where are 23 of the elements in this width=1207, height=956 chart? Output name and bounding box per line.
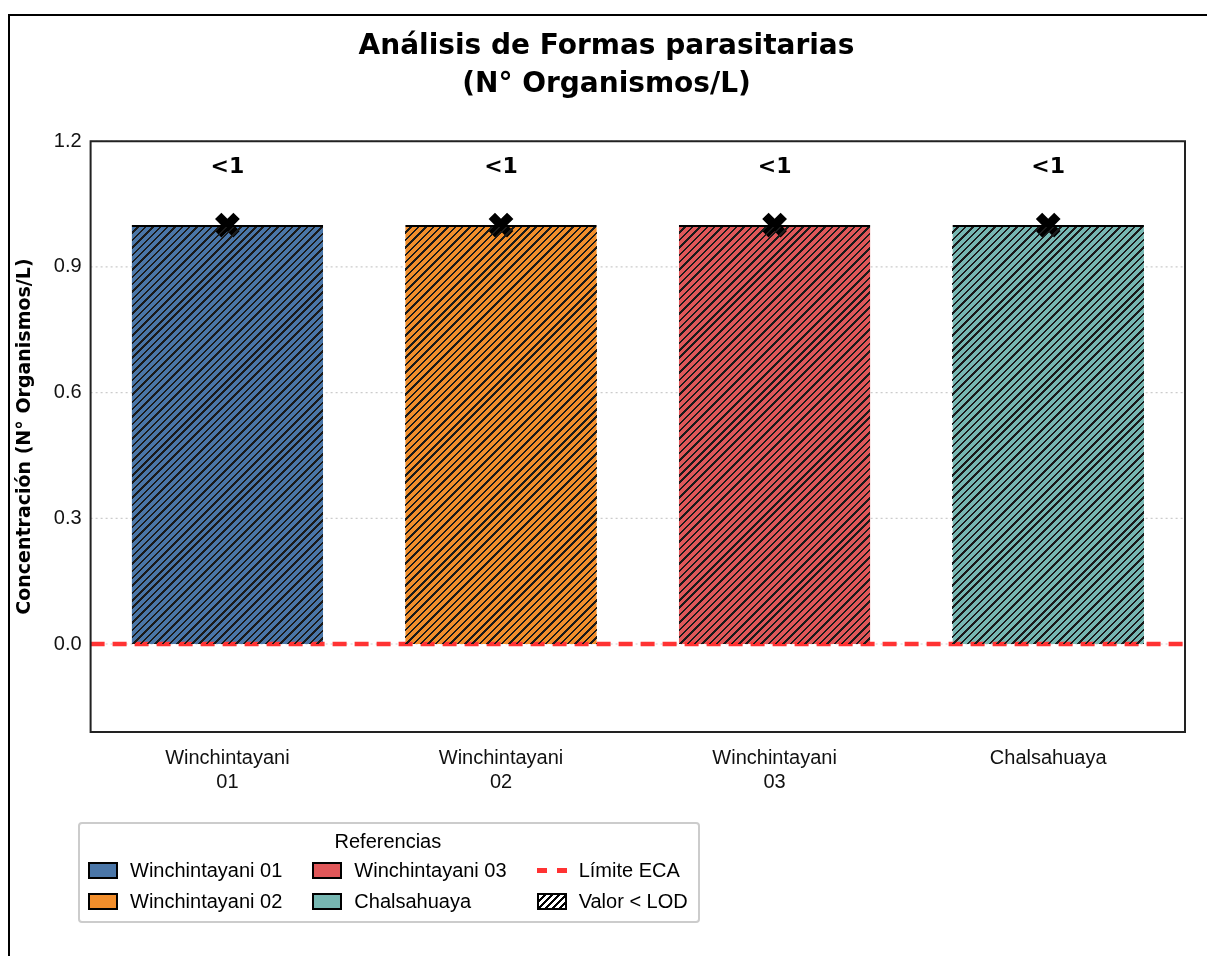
legend-title: Referencias <box>333 830 443 853</box>
y-tick-label: 0.0 <box>53 631 82 654</box>
category-label: Winchintayani 01 <box>130 859 283 881</box>
text: Valor < LOD <box>578 890 688 913</box>
y-tick-label: 1.2 <box>53 128 82 151</box>
chart-subtitle: (N° Organismos/L) <box>462 65 751 99</box>
y-tick-label: 0.3 <box>53 505 82 528</box>
y-axis-title: Concentración (N° Organismos/L) <box>12 258 35 615</box>
category-label: Winchintayani 03 <box>354 859 507 881</box>
data-label: <1 <box>1031 152 1066 178</box>
x-tick-label: Winchintayani 03 <box>712 745 837 792</box>
data-label: <1 <box>484 152 518 178</box>
data-label: <1 <box>757 152 792 178</box>
x-tick-label: Winchintayani 02 <box>438 745 564 792</box>
legend-label: Límite ECA <box>578 859 680 882</box>
data-label: <1 <box>210 152 245 178</box>
chart-title: Análisis de Formas parasitarias <box>358 28 855 62</box>
category-label: Winchintayani 02 <box>130 890 283 912</box>
y-tick-label: 0.6 <box>53 380 82 403</box>
y-tick-label: 0.9 <box>53 254 82 277</box>
x-tick-label: Chalsahuaya <box>989 745 1108 768</box>
category-label: Chalsahuaya <box>354 890 472 912</box>
x-tick-label: Winchintayani 01 <box>165 745 290 792</box>
